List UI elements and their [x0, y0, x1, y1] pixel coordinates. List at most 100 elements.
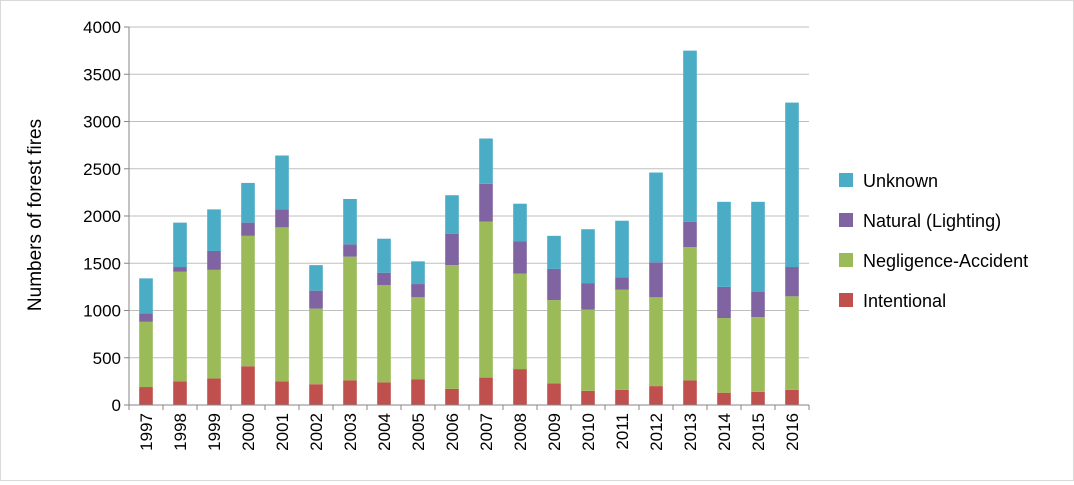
bar-segment-unknown-2015 — [751, 201, 765, 292]
legend-label: Unknown — [863, 171, 938, 191]
bar-segment-negligence-accident-2013 — [683, 247, 697, 381]
bar-segment-negligence-accident-2009 — [547, 300, 561, 384]
bar-segment-intentional-2010 — [581, 390, 595, 405]
bar-segment-negligence-accident-2011 — [615, 289, 629, 390]
bar-segment-negligence-accident-2008 — [513, 273, 527, 370]
bar-segment-unknown-2009 — [547, 235, 561, 269]
bar-segment-intentional-2008 — [513, 369, 527, 405]
legend-swatch — [839, 213, 853, 227]
bar-segment-natural-lighting-2013 — [683, 221, 697, 248]
bar-segment-unknown-2001 — [275, 155, 289, 210]
bar-segment-unknown-1999 — [207, 209, 221, 251]
bar-segment-natural-lighting-2002 — [309, 290, 323, 309]
bar-segment-unknown-1997 — [139, 278, 153, 314]
bar-segment-negligence-accident-1998 — [173, 271, 187, 382]
bar-segment-intentional-2001 — [275, 381, 289, 406]
bar-segment-negligence-accident-2003 — [343, 256, 357, 381]
bar-segment-intentional-2013 — [683, 380, 697, 405]
y-tick-label: 3500 — [83, 65, 121, 84]
bar-segment-intentional-2003 — [343, 380, 357, 405]
bar-segment-natural-lighting-2006 — [445, 233, 459, 266]
bar-segment-natural-lighting-2003 — [343, 244, 357, 257]
bar-segment-negligence-accident-2005 — [411, 297, 425, 380]
x-tick-label: 2002 — [307, 413, 326, 451]
bar-segment-negligence-accident-2002 — [309, 308, 323, 385]
bar-segment-unknown-2000 — [241, 182, 255, 223]
bars — [139, 50, 799, 406]
x-tick-label: 2000 — [239, 413, 258, 451]
x-tick-label: 1998 — [171, 413, 190, 451]
bar-segment-natural-lighting-2015 — [751, 291, 765, 318]
bar-segment-natural-lighting-2008 — [513, 241, 527, 274]
legend-swatch — [839, 293, 853, 307]
bar-segment-unknown-2010 — [581, 229, 595, 284]
bar-segment-unknown-2011 — [615, 220, 629, 278]
bar-segment-intentional-2005 — [411, 379, 425, 405]
x-tick-label: 2001 — [273, 413, 292, 451]
gridlines — [129, 26, 809, 359]
bar-segment-natural-lighting-2009 — [547, 268, 561, 301]
bar-segment-natural-lighting-1998 — [173, 267, 187, 272]
x-tick-label: 2010 — [579, 413, 598, 451]
bar-segment-intentional-2012 — [649, 386, 663, 405]
bar-segment-natural-lighting-2004 — [377, 272, 391, 285]
x-tick-label: 2009 — [545, 413, 564, 451]
legend-swatch — [839, 173, 853, 187]
bar-segment-natural-lighting-2011 — [615, 277, 629, 290]
x-tick-label: 2014 — [715, 413, 734, 451]
bar-segment-intentional-1997 — [139, 387, 153, 405]
bar-segment-unknown-2016 — [785, 102, 799, 268]
bar-segment-negligence-accident-2000 — [241, 235, 255, 367]
x-tick-label: 2013 — [681, 413, 700, 451]
bar-segment-unknown-2002 — [309, 265, 323, 291]
x-tick-label: 2012 — [647, 413, 666, 451]
legend-swatch — [839, 253, 853, 267]
bar-segment-negligence-accident-2004 — [377, 284, 391, 383]
bar-segment-natural-lighting-2007 — [479, 183, 493, 222]
bar-segment-natural-lighting-2014 — [717, 286, 731, 319]
x-tick-label: 2016 — [783, 413, 802, 451]
x-tick-label: 1997 — [137, 413, 156, 451]
bar-segment-intentional-1999 — [207, 378, 221, 405]
y-axis-title: Numbers of forest fires — [25, 119, 46, 311]
bar-segment-natural-lighting-2016 — [785, 267, 799, 297]
bar-segment-natural-lighting-2012 — [649, 262, 663, 298]
bar-segment-negligence-accident-2010 — [581, 309, 595, 391]
bar-segment-negligence-accident-1999 — [207, 269, 221, 379]
bar-segment-unknown-2004 — [377, 238, 391, 273]
x-tick-label: 2005 — [409, 413, 428, 451]
y-tick-label: 1000 — [83, 302, 121, 321]
bar-segment-unknown-1998 — [173, 222, 187, 268]
x-tick-label: 2006 — [443, 413, 462, 451]
y-tick-label: 4000 — [83, 18, 121, 37]
bar-segment-natural-lighting-1999 — [207, 250, 221, 270]
bar-segment-natural-lighting-2001 — [275, 209, 289, 228]
legend-label: Intentional — [863, 291, 946, 311]
bar-segment-intentional-2011 — [615, 389, 629, 405]
bar-segment-intentional-2016 — [785, 389, 799, 405]
bar-segment-intentional-2015 — [751, 391, 765, 405]
legend-label: Negligence-Accident — [863, 251, 1028, 271]
bar-segment-negligence-accident-1997 — [139, 321, 153, 388]
bar-segment-negligence-accident-2015 — [751, 317, 765, 392]
bar-segment-negligence-accident-2016 — [785, 296, 799, 390]
y-tick-label: 3000 — [83, 113, 121, 132]
axes: 0 500 1000 1500 2000 2500 3000 3500 4000 1997 1998… — [83, 18, 810, 451]
bar-segment-unknown-2005 — [411, 261, 425, 285]
bar-segment-unknown-2003 — [343, 198, 357, 245]
bar-segment-unknown-2012 — [649, 172, 663, 263]
x-tick-label: 2004 — [375, 413, 394, 451]
bar-segment-intentional-2009 — [547, 383, 561, 405]
bar-segment-negligence-accident-2014 — [717, 318, 731, 393]
bar-segment-natural-lighting-2000 — [241, 222, 255, 236]
bar-segment-natural-lighting-2005 — [411, 284, 425, 298]
bar-segment-intentional-2004 — [377, 382, 391, 405]
x-tick-label: 2007 — [477, 413, 496, 451]
x-tick-label: 2011 — [613, 413, 632, 450]
bar-segment-unknown-2013 — [683, 50, 697, 222]
bar-segment-natural-lighting-1997 — [139, 313, 153, 322]
y-tick-label: 2500 — [83, 160, 121, 179]
x-tick-label: 2015 — [749, 413, 768, 451]
